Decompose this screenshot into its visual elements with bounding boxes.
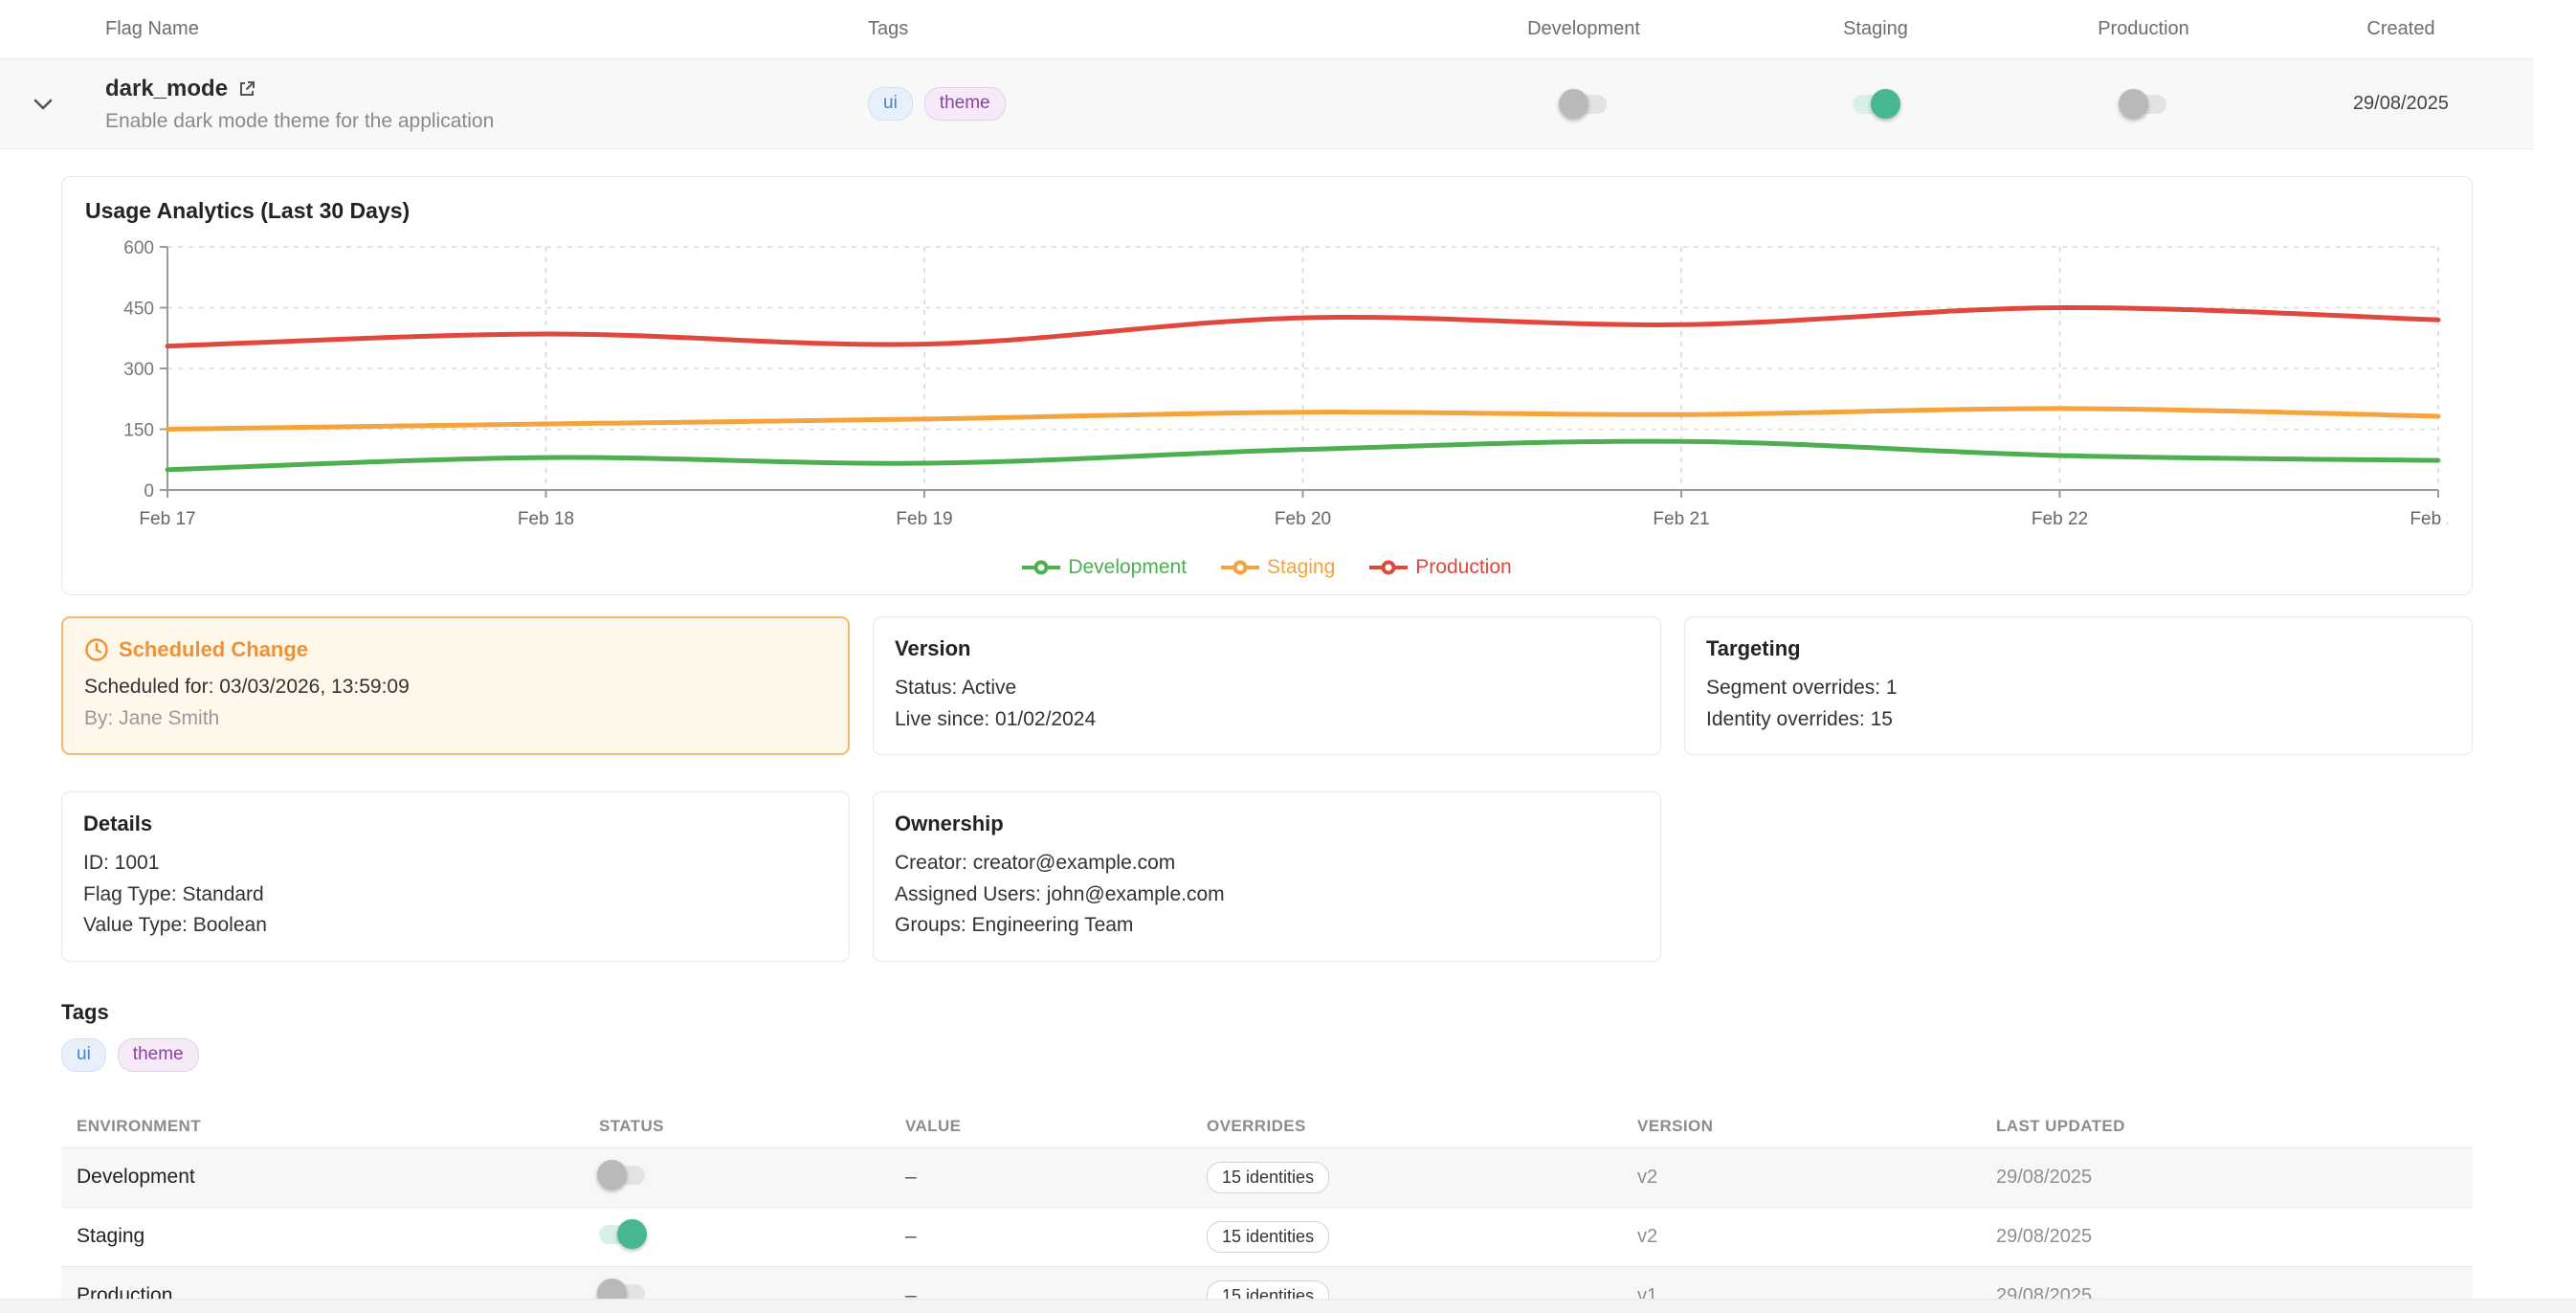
ownership-card: Ownership Creator: creator@example.com A… [873, 791, 1661, 962]
svg-text:Feb 22: Feb 22 [2032, 509, 2088, 529]
env-value: – [905, 1284, 917, 1307]
tags-section-title: Tags [61, 999, 109, 1024]
legend-item-development[interactable]: Development [1022, 556, 1187, 579]
col-value: VALUE [905, 1117, 962, 1136]
col-status: STATUS [599, 1117, 664, 1136]
tag-ui[interactable]: ui [868, 87, 913, 121]
flag-description: Enable dark mode theme for the applicati… [105, 109, 495, 132]
identities-badge[interactable]: 15 identities [1207, 1220, 1330, 1253]
env-version: v2 [1637, 1166, 1658, 1188]
scheduled-change-title: Scheduled Change [119, 637, 309, 661]
page-bottom-strip [0, 1299, 2576, 1313]
flag-row-dark-mode: dark_mode Enable dark mode theme for the… [0, 59, 2534, 149]
chart-title: Usage Analytics (Last 30 Days) [85, 198, 411, 223]
collapse-flag-button[interactable] [0, 99, 86, 110]
version-status: Status: Active [895, 677, 1017, 699]
tag-ui[interactable]: ui [61, 1037, 106, 1072]
svg-text:Feb 17: Feb 17 [139, 509, 195, 529]
chart-legend: Development Staging Production [85, 556, 2449, 579]
svg-text:450: 450 [123, 300, 154, 320]
ownership-card-title: Ownership [895, 812, 1004, 836]
svg-text:Feb 23: Feb 23 [2409, 509, 2448, 529]
env-name: Development [77, 1166, 195, 1189]
tags-section: Tags ui theme [61, 1000, 2473, 1072]
info-cards-row-1: Scheduled Change Scheduled for: 03/03/20… [61, 616, 2473, 756]
column-flag-name: Flag Name [105, 18, 199, 39]
legend-marker-icon [1022, 560, 1061, 575]
env-value: – [905, 1225, 917, 1248]
environments-table-header: ENVIRONMENT STATUS VALUE OVERRIDES VERSI… [61, 1106, 2473, 1148]
column-created: Created [2366, 18, 2435, 39]
table-row-development: Development – 15 identities v2 29/08/202… [61, 1147, 2473, 1208]
version-live-since: Live since: 01/02/2024 [895, 707, 1097, 730]
staging-toggle[interactable] [1853, 88, 1900, 119]
svg-text:300: 300 [123, 360, 154, 380]
svg-text:Feb 20: Feb 20 [1275, 509, 1331, 529]
details-card: Details ID: 1001 Flag Type: Standard Val… [61, 791, 850, 962]
details-value-type: Value Type: Boolean [83, 914, 267, 937]
usage-analytics-card: Usage Analytics (Last 30 Days) 0 150 300 45… [61, 176, 2473, 595]
svg-text:Feb 21: Feb 21 [1653, 509, 1709, 529]
info-cards-row-2: Details ID: 1001 Flag Type: Standard Val… [61, 791, 2473, 962]
col-last-updated: LAST UPDATED [1996, 1117, 2125, 1136]
targeting-card: Targeting Segment overrides: 1 Identity … [1684, 616, 2473, 756]
development-status-toggle[interactable] [597, 1159, 645, 1190]
column-production: Production [2098, 18, 2189, 39]
staging-status-toggle[interactable] [599, 1218, 647, 1249]
scheduled-by-text: By: Jane Smith [84, 706, 220, 729]
scheduled-change-card: Scheduled Change Scheduled for: 03/03/20… [61, 616, 850, 756]
development-toggle[interactable] [1559, 88, 1607, 119]
ownership-groups: Groups: Engineering Team [895, 914, 1134, 937]
svg-text:600: 600 [123, 238, 154, 258]
flag-table-header: Flag Name Tags Development Staging Produ… [0, 0, 2534, 59]
tag-theme[interactable]: theme [117, 1037, 199, 1072]
env-name: Staging [77, 1225, 145, 1248]
legend-item-staging[interactable]: Staging [1221, 556, 1335, 579]
identity-overrides: Identity overrides: 15 [1706, 707, 1893, 730]
details-id: ID: 1001 [83, 852, 160, 875]
env-last-updated: 29/08/2025 [1996, 1225, 2093, 1247]
legend-marker-icon [1221, 560, 1260, 575]
env-value: – [905, 1166, 917, 1189]
env-last-updated: 29/08/2025 [1996, 1166, 2093, 1188]
svg-text:0: 0 [144, 481, 154, 501]
legend-item-production[interactable]: Production [1369, 556, 1512, 579]
details-card-title: Details [83, 812, 153, 836]
chevron-down-icon [33, 99, 53, 109]
tag-theme[interactable]: theme [923, 87, 1006, 121]
svg-text:Feb 18: Feb 18 [518, 509, 574, 529]
svg-text:Feb 19: Feb 19 [896, 509, 952, 529]
column-development: Development [1527, 18, 1640, 39]
version-card-title: Version [895, 636, 971, 660]
version-card: Version Status: Active Live since: 01/02… [873, 616, 1661, 756]
ownership-assigned-users: Assigned Users: john@example.com [895, 882, 1225, 905]
targeting-card-title: Targeting [1706, 636, 1801, 660]
clock-icon [85, 638, 108, 661]
col-environment: ENVIRONMENT [77, 1117, 202, 1136]
external-link-icon[interactable] [237, 79, 256, 99]
column-tags: Tags [868, 18, 909, 39]
env-version: v2 [1637, 1225, 1658, 1247]
flag-tags: ui theme [847, 87, 1435, 121]
column-staging: Staging [1843, 18, 1908, 39]
usage-analytics-chart: 0 150 300 450 600 Feb 17 Feb 18 Feb 19 Feb 20 Feb… [123, 238, 2466, 529]
identities-badge[interactable]: 15 identities [1207, 1161, 1330, 1193]
environments-table: ENVIRONMENT STATUS VALUE OVERRIDES VERSI… [61, 1106, 2473, 1313]
segment-overrides: Segment overrides: 1 [1706, 677, 1898, 699]
flag-created-date: 29/08/2025 [2352, 93, 2450, 114]
ownership-creator: Creator: creator@example.com [895, 852, 1176, 875]
legend-marker-icon [1369, 560, 1409, 575]
flag-detail-panel: Usage Analytics (Last 30 Days) 0 150 300 45… [0, 149, 2534, 1313]
col-version: VERSION [1637, 1117, 1714, 1136]
details-flag-type: Flag Type: Standard [83, 882, 264, 905]
table-row-staging: Staging – 15 identities v2 29/08/2025 [61, 1208, 2473, 1267]
svg-text:150: 150 [123, 421, 154, 441]
col-overrides: OVERRIDES [1207, 1117, 1306, 1136]
flag-name: dark_mode [105, 75, 229, 101]
scheduled-for-text: Scheduled for: 03/03/2026, 13:59:09 [84, 676, 410, 698]
production-toggle[interactable] [2119, 88, 2166, 119]
